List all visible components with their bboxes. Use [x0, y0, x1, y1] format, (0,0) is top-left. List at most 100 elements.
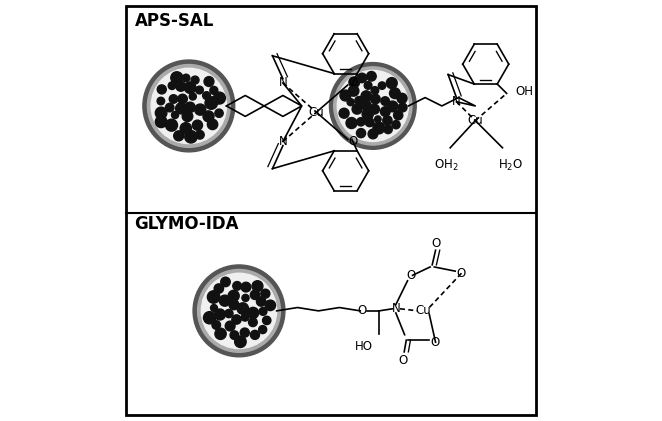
Circle shape	[166, 119, 177, 131]
Circle shape	[211, 304, 217, 312]
Text: Cu: Cu	[308, 106, 324, 119]
Circle shape	[207, 119, 218, 130]
Text: N: N	[452, 95, 461, 108]
Circle shape	[229, 300, 239, 310]
Circle shape	[213, 92, 225, 104]
Circle shape	[148, 64, 230, 147]
Circle shape	[205, 97, 218, 109]
Circle shape	[173, 131, 184, 141]
Text: Cu: Cu	[415, 304, 431, 317]
Circle shape	[143, 60, 235, 152]
Text: O: O	[406, 269, 416, 282]
Circle shape	[248, 318, 258, 327]
Circle shape	[240, 328, 250, 337]
Circle shape	[195, 131, 204, 139]
Text: O: O	[432, 237, 441, 250]
Circle shape	[241, 314, 249, 321]
Circle shape	[365, 118, 374, 127]
Circle shape	[203, 111, 214, 122]
Circle shape	[151, 68, 226, 144]
Circle shape	[195, 104, 206, 115]
Circle shape	[371, 94, 380, 104]
Circle shape	[361, 101, 371, 110]
Circle shape	[265, 300, 275, 311]
Circle shape	[176, 81, 186, 91]
Circle shape	[185, 131, 197, 143]
Circle shape	[207, 291, 220, 303]
Circle shape	[383, 116, 392, 125]
Circle shape	[386, 77, 397, 88]
Text: Cu: Cu	[467, 114, 483, 127]
Circle shape	[367, 72, 376, 81]
Text: N: N	[279, 77, 287, 89]
Circle shape	[242, 294, 249, 301]
Circle shape	[348, 85, 359, 96]
Circle shape	[193, 265, 285, 357]
Circle shape	[373, 122, 385, 134]
Circle shape	[219, 295, 230, 306]
Circle shape	[225, 321, 235, 331]
Circle shape	[215, 109, 223, 117]
Text: HO: HO	[355, 340, 373, 353]
Circle shape	[203, 312, 216, 324]
Circle shape	[191, 76, 199, 84]
Circle shape	[171, 112, 179, 119]
Circle shape	[185, 82, 196, 93]
Circle shape	[334, 67, 412, 145]
Circle shape	[225, 309, 233, 318]
Circle shape	[233, 282, 242, 290]
Circle shape	[204, 77, 214, 86]
Circle shape	[393, 111, 402, 120]
Circle shape	[357, 117, 365, 126]
Text: O: O	[456, 267, 465, 280]
Circle shape	[195, 86, 203, 94]
Text: GLYMO-IDA: GLYMO-IDA	[134, 215, 239, 233]
Circle shape	[378, 82, 386, 89]
Circle shape	[381, 97, 389, 105]
Circle shape	[349, 77, 359, 88]
Circle shape	[259, 307, 267, 315]
Circle shape	[362, 109, 373, 120]
Circle shape	[248, 307, 259, 319]
Circle shape	[237, 303, 248, 314]
Circle shape	[346, 117, 357, 128]
Circle shape	[168, 82, 176, 90]
Circle shape	[256, 297, 266, 306]
Circle shape	[261, 289, 270, 298]
Circle shape	[210, 86, 218, 94]
Text: N: N	[279, 135, 287, 148]
Circle shape	[171, 72, 183, 84]
Circle shape	[357, 73, 367, 83]
Circle shape	[339, 108, 349, 118]
Circle shape	[180, 123, 191, 134]
Text: H$_2$O: H$_2$O	[498, 158, 524, 173]
Text: O: O	[430, 336, 440, 349]
Circle shape	[241, 282, 251, 292]
Circle shape	[250, 330, 260, 339]
Text: O: O	[348, 77, 357, 89]
Circle shape	[259, 325, 267, 333]
Circle shape	[228, 290, 239, 301]
Circle shape	[182, 111, 193, 122]
Circle shape	[340, 90, 351, 101]
Circle shape	[371, 87, 379, 94]
Circle shape	[166, 103, 174, 112]
Text: APS-SAL: APS-SAL	[134, 12, 214, 30]
Circle shape	[387, 101, 398, 112]
Circle shape	[330, 63, 416, 149]
Circle shape	[375, 116, 381, 123]
Circle shape	[347, 99, 354, 106]
Circle shape	[182, 74, 190, 82]
Circle shape	[230, 331, 239, 339]
Circle shape	[193, 120, 203, 130]
Circle shape	[185, 102, 195, 112]
Circle shape	[397, 93, 407, 103]
Circle shape	[352, 104, 362, 114]
Circle shape	[189, 93, 197, 100]
Circle shape	[392, 120, 400, 129]
Text: O: O	[399, 354, 408, 367]
Circle shape	[156, 116, 167, 128]
Text: OH$_2$: OH$_2$	[434, 158, 458, 173]
Circle shape	[178, 94, 187, 104]
Text: OH: OH	[515, 85, 533, 98]
